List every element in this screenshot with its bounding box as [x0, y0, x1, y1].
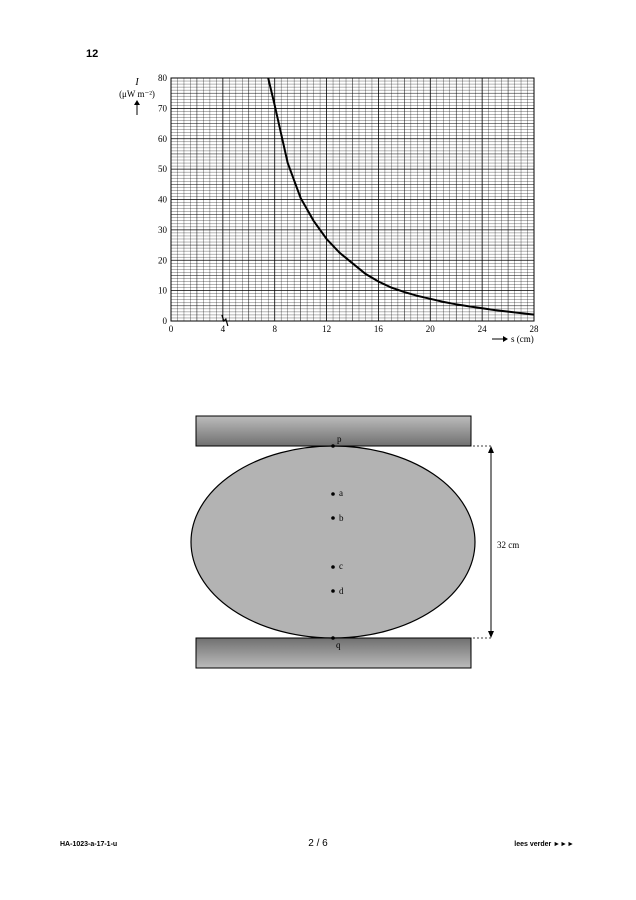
- x-tick-label: 24: [478, 324, 488, 334]
- x-tick-label: 12: [322, 324, 331, 334]
- y-tick-label: 60: [158, 134, 168, 144]
- x-axis-arrowhead: [503, 336, 508, 342]
- y-tick-label: 10: [158, 286, 168, 296]
- dimension-arrowhead-bottom: [488, 631, 494, 638]
- plot-frame: [170, 77, 535, 322]
- label-d: d: [339, 586, 344, 596]
- bottom-plate: [195, 637, 472, 669]
- label-b: b: [339, 513, 344, 523]
- series-line-intensity: [267, 77, 535, 316]
- chart: 0 4 8 12 16 20 24 28 0 10 20 30 40 50 60 70 80 I (μW m⁻…: [119, 73, 539, 344]
- footer-page-number: 2 / 6: [308, 838, 328, 849]
- dimension-arrowhead-top: [488, 446, 494, 453]
- label-c: c: [339, 561, 343, 571]
- x-tick-label: 20: [426, 324, 436, 334]
- y-tick-label: 50: [158, 164, 168, 174]
- top-plate: [195, 415, 472, 447]
- question-number: 12: [86, 48, 99, 60]
- label-a: a: [339, 488, 343, 498]
- diagram: p a b c d q 32 cm: [190, 415, 519, 669]
- y-tick-label: 40: [158, 195, 168, 205]
- point-a: [331, 492, 335, 496]
- y-tick-label: 30: [158, 225, 168, 235]
- axis-break-mark: [221, 314, 229, 327]
- label-p: p: [337, 434, 342, 444]
- point-d: [331, 589, 335, 593]
- y-tick-labels: 0 10 20 30 40 50 60 70 80: [158, 73, 168, 326]
- x-tick-label: 8: [272, 324, 277, 334]
- y-axis-symbol: I: [134, 77, 139, 88]
- y-tick-label: 70: [158, 103, 168, 113]
- x-tick-labels: 0 4 8 12 16 20 24 28: [169, 324, 539, 334]
- y-tick-label: 80: [158, 73, 168, 83]
- footer-continue: lees verder ►►►: [514, 841, 574, 848]
- object-ellipse: [190, 445, 476, 639]
- point-c: [331, 565, 335, 569]
- point-b: [331, 516, 335, 520]
- y-axis-arrowhead: [134, 100, 140, 105]
- x-tick-label: 4: [221, 324, 226, 334]
- y-tick-label: 20: [158, 255, 168, 265]
- x-axis-label: I s (cm): [511, 334, 534, 344]
- x-tick-label: 16: [374, 324, 384, 334]
- x-tick-label: 28: [530, 324, 540, 334]
- footer-exam-code: HA-1023-a-17-1-u: [60, 841, 118, 848]
- label-q: q: [336, 640, 341, 650]
- y-axis-unit: (μW m⁻²): [119, 89, 155, 99]
- x-tick-label: 0: [169, 324, 174, 334]
- dimension-label: 32 cm: [497, 540, 519, 550]
- y-tick-label: 0: [163, 316, 168, 326]
